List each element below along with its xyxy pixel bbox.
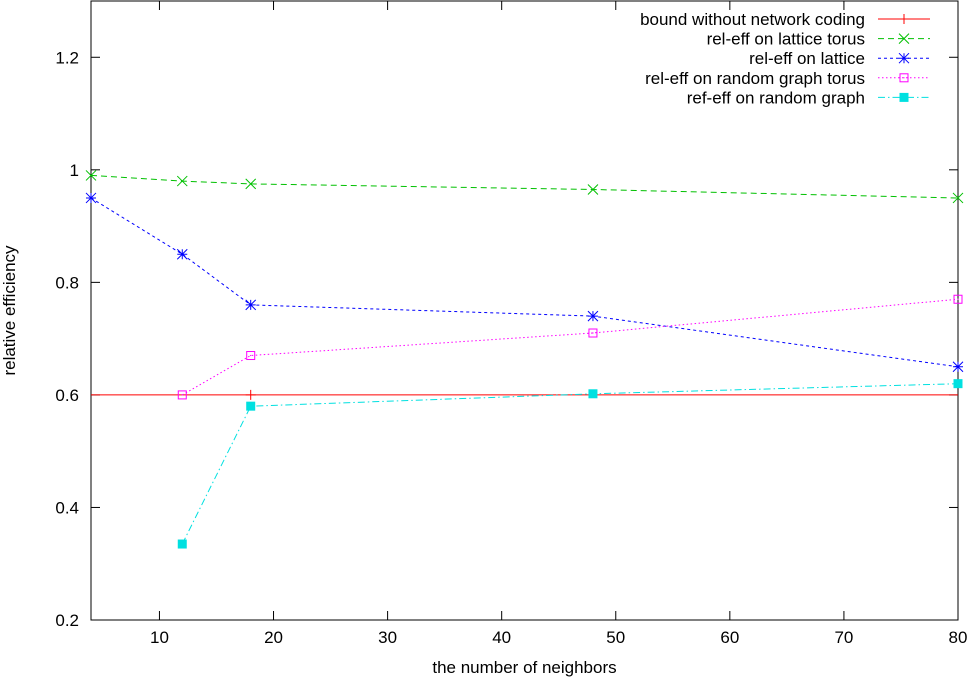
legend-marker xyxy=(899,73,909,83)
x-tick-label: 30 xyxy=(378,628,397,647)
data-point-rel-eff-on-lattice-3 xyxy=(587,310,599,322)
x-tick-label: 70 xyxy=(834,628,853,647)
data-point-rel-eff-on-lattice-0 xyxy=(85,192,97,204)
y-tick-label: 0.8 xyxy=(55,273,79,292)
legend-label: rel-eff on lattice xyxy=(749,49,865,68)
x-axis-label: the number of neighbors xyxy=(432,658,616,677)
series-rel-eff-on-random-graph-torus xyxy=(177,294,963,400)
legend-item-ref-eff-on-random-graph: ref-eff on random graph xyxy=(687,88,930,107)
data-point-ref-eff-on-random-graph-0 xyxy=(177,539,187,549)
data-point-rel-eff-on-random-graph-torus-0 xyxy=(177,390,187,400)
legend-label: ref-eff on random graph xyxy=(687,88,865,107)
data-point-rel-eff-on-lattice-torus-3 xyxy=(587,184,599,195)
data-point-rel-eff-on-lattice-torus-1 xyxy=(176,175,188,187)
data-point-ref-eff-on-random-graph-1 xyxy=(246,401,256,411)
legend-label: rel-eff on random graph torus xyxy=(645,69,865,88)
data-point-rel-eff-on-lattice-torus-2 xyxy=(245,178,257,190)
x-tick-label: 10 xyxy=(150,628,169,647)
series-line-rel-eff-on-random-graph-torus xyxy=(182,298,959,396)
series-bound-without-network-coding xyxy=(91,389,958,400)
data-point-rel-eff-on-lattice-1 xyxy=(176,248,188,260)
x-tick-label: 60 xyxy=(720,628,739,647)
data-point-rel-eff-on-lattice-torus-4 xyxy=(952,192,964,204)
x-tick-label: 50 xyxy=(606,628,625,647)
data-point-bound-without-network-coding-0 xyxy=(245,389,256,400)
series-line-rel-eff-on-lattice-torus xyxy=(90,174,959,199)
data-point-rel-eff-on-lattice-torus-0 xyxy=(85,170,97,181)
legend-marker xyxy=(899,14,909,24)
y-axis-label: relative efficiency xyxy=(0,245,19,376)
data-point-rel-eff-on-lattice-2 xyxy=(245,299,257,311)
data-point-rel-eff-on-random-graph-torus-2 xyxy=(588,328,598,338)
y-tick-label: 1 xyxy=(70,161,79,180)
y-tick-label: 0.6 xyxy=(55,386,79,405)
legend-marker xyxy=(898,52,910,64)
legend-label: bound without network coding xyxy=(640,10,865,29)
legend-item-rel-eff-on-lattice: rel-eff on lattice xyxy=(749,49,930,68)
data-point-ref-eff-on-random-graph-3 xyxy=(953,379,963,389)
y-tick-label: 0.4 xyxy=(55,498,79,517)
data-point-rel-eff-on-random-graph-torus-3 xyxy=(953,294,963,304)
legend-item-bound-without-network-coding: bound without network coding xyxy=(640,10,930,29)
x-tick-label: 20 xyxy=(264,628,283,647)
legend-item-rel-eff-on-lattice-torus: rel-eff on lattice torus xyxy=(707,30,930,49)
series-rel-eff-on-lattice xyxy=(85,192,964,373)
data-point-rel-eff-on-random-graph-torus-1 xyxy=(246,351,256,361)
legend-item-rel-eff-on-random-graph-torus: rel-eff on random graph torus xyxy=(645,69,930,88)
data-point-rel-eff-on-lattice-4 xyxy=(952,361,964,373)
x-tick-label: 80 xyxy=(949,628,968,647)
y-tick-label: 0.2 xyxy=(55,611,79,630)
legend-marker xyxy=(898,33,910,44)
series-line-rel-eff-on-lattice xyxy=(90,197,959,368)
series-rel-eff-on-lattice-torus xyxy=(85,170,964,204)
x-tick-label: 40 xyxy=(492,628,511,647)
series-line-ref-eff-on-random-graph xyxy=(181,383,959,545)
data-point-ref-eff-on-random-graph-2 xyxy=(588,389,598,399)
legend-marker xyxy=(899,92,909,102)
series-ref-eff-on-random-graph xyxy=(177,379,963,549)
plot-frame xyxy=(90,0,959,621)
legend-label: rel-eff on lattice torus xyxy=(707,30,865,49)
y-tick-label: 1.2 xyxy=(55,48,79,67)
